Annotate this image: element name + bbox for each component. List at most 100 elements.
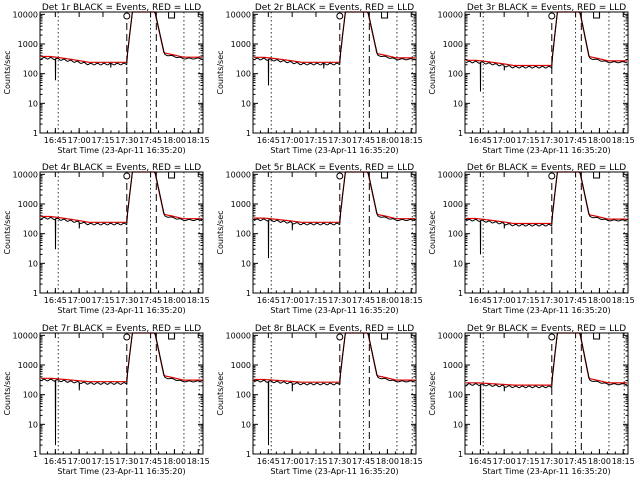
y-tick-label: 10000 xyxy=(226,331,251,340)
y-tick-label: 10 xyxy=(453,99,463,108)
x-tick-label: 17:45 xyxy=(564,296,587,305)
x-tick-label: 16:45 xyxy=(469,136,492,145)
chart-panel-9: Det 9r BLACK = Events, RED = LLD 1 10 100 10… xyxy=(428,324,635,476)
x-tick-label: 17:00 xyxy=(493,136,516,145)
plot-frame xyxy=(252,11,417,134)
lld-series-line xyxy=(254,332,415,383)
y-tick-label: 1 xyxy=(33,129,38,138)
x-axis-label: Start Time (23-Apr-11 16:35:20) xyxy=(482,467,610,476)
plot-frame xyxy=(39,11,204,134)
x-tick-label: 17:30 xyxy=(115,457,138,466)
x-tick-label: 17:15 xyxy=(91,296,114,305)
start-marker-circle xyxy=(548,333,556,341)
x-tick-label: 17:00 xyxy=(281,136,304,145)
x-tick-label: 18:00 xyxy=(376,136,399,145)
y-tick-label: 1 xyxy=(33,289,38,298)
y-tick-label: 1000 xyxy=(18,40,38,49)
events-series-line xyxy=(40,11,203,81)
lld-series-line xyxy=(254,11,415,63)
y-tick-label: 1 xyxy=(33,450,38,459)
x-tick-label: 18:15 xyxy=(612,136,635,145)
chart-title: Det 3r BLACK = Events, RED = LLD xyxy=(467,3,626,13)
y-tick-label: 1000 xyxy=(231,200,251,209)
chart-title: Det 9r BLACK = Events, RED = LLD xyxy=(467,324,626,334)
plot-frame xyxy=(252,171,417,294)
x-tick-label: 16:45 xyxy=(44,457,67,466)
lld-series-line xyxy=(41,332,202,383)
x-tick-label: 17:15 xyxy=(516,136,539,145)
y-tick-label: 1000 xyxy=(18,200,38,209)
events-series-line xyxy=(253,11,416,86)
y-axis-label: Counts/sec xyxy=(3,210,12,254)
x-tick-label: 16:45 xyxy=(257,457,280,466)
x-tick-label: 18:15 xyxy=(612,296,635,305)
x-tick-label: 17:00 xyxy=(281,457,304,466)
x-tick-label: 17:00 xyxy=(68,457,91,466)
y-tick-label: 10 xyxy=(241,99,251,108)
end-marker-bracket xyxy=(381,172,389,179)
end-marker-bracket xyxy=(168,172,176,179)
y-tick-label: 100 xyxy=(236,70,251,79)
x-tick-label: 17:00 xyxy=(493,296,516,305)
x-tick-label: 17:15 xyxy=(516,457,539,466)
y-axis-label: Counts/sec xyxy=(216,50,225,94)
lld-series-line xyxy=(254,171,415,223)
y-axis-label: Counts/sec xyxy=(428,210,437,254)
x-tick-label: 16:45 xyxy=(44,136,67,145)
chart-title: Det 4r BLACK = Events, RED = LLD xyxy=(42,163,201,173)
chart-title: Det 6r BLACK = Events, RED = LLD xyxy=(467,163,626,173)
lld-series-line xyxy=(466,171,627,225)
x-tick-label: 18:15 xyxy=(400,296,423,305)
chart-panel-7: Det 7r BLACK = Events, RED = LLD 1 10 100 10… xyxy=(3,324,210,476)
lld-series-line xyxy=(41,171,202,223)
y-tick-label: 100 xyxy=(236,230,251,239)
chart-title: Det 7r BLACK = Events, RED = LLD xyxy=(42,324,201,334)
end-marker-bracket xyxy=(593,12,601,19)
x-tick-label: 17:30 xyxy=(328,296,351,305)
chart-title: Det 1r BLACK = Events, RED = LLD xyxy=(42,3,201,13)
y-axis-label: Counts/sec xyxy=(428,371,437,415)
y-tick-label: 10000 xyxy=(226,10,251,19)
x-tick-label: 17:15 xyxy=(91,136,114,145)
x-tick-label: 17:45 xyxy=(352,296,375,305)
chart-panel-1: Det 1r BLACK = Events, RED = LLD 1 10 100 10… xyxy=(3,3,210,155)
y-axis-label: Counts/sec xyxy=(216,210,225,254)
x-axis-label: Start Time (23-Apr-11 16:35:20) xyxy=(482,306,610,315)
x-axis-label: Start Time (23-Apr-11 16:35:20) xyxy=(57,146,185,155)
x-tick-label: 17:45 xyxy=(139,296,162,305)
start-marker-circle xyxy=(123,172,131,180)
x-tick-label: 18:00 xyxy=(163,457,186,466)
x-tick-label: 17:45 xyxy=(564,136,587,145)
x-tick-label: 18:15 xyxy=(612,457,635,466)
x-tick-label: 17:00 xyxy=(493,457,516,466)
end-marker-bracket xyxy=(381,12,389,19)
chart-panel-2: Det 2r BLACK = Events, RED = LLD 1 10 100 10… xyxy=(216,3,423,155)
y-tick-label: 1000 xyxy=(18,361,38,370)
x-axis-label: Start Time (23-Apr-11 16:35:20) xyxy=(270,467,398,476)
y-tick-label: 10000 xyxy=(438,331,463,340)
end-marker-bracket xyxy=(381,333,389,340)
y-tick-label: 10000 xyxy=(438,170,463,179)
plot-frame xyxy=(464,11,629,134)
y-tick-label: 100 xyxy=(23,230,38,239)
x-axis-label: Start Time (23-Apr-11 16:35:20) xyxy=(57,467,185,476)
end-marker-bracket xyxy=(593,172,601,179)
x-tick-label: 18:00 xyxy=(376,457,399,466)
chart-panel-5: Det 5r BLACK = Events, RED = LLD 1 10 100 10… xyxy=(216,163,423,315)
y-tick-label: 10000 xyxy=(438,10,463,19)
y-tick-label: 1000 xyxy=(231,40,251,49)
x-tick-label: 18:15 xyxy=(400,457,423,466)
start-marker-circle xyxy=(123,333,131,341)
x-tick-label: 18:15 xyxy=(400,136,423,145)
y-tick-label: 10 xyxy=(241,420,251,429)
y-tick-label: 10000 xyxy=(13,170,38,179)
chart-panel-4: Det 4r BLACK = Events, RED = LLD 1 10 100 10… xyxy=(3,163,210,315)
y-tick-label: 10000 xyxy=(13,331,38,340)
y-tick-label: 10 xyxy=(28,99,38,108)
events-series-line xyxy=(465,332,628,446)
lld-series-line xyxy=(466,11,627,67)
y-axis-label: Counts/sec xyxy=(3,50,12,94)
start-marker-circle xyxy=(548,12,556,20)
y-tick-label: 1 xyxy=(246,289,251,298)
